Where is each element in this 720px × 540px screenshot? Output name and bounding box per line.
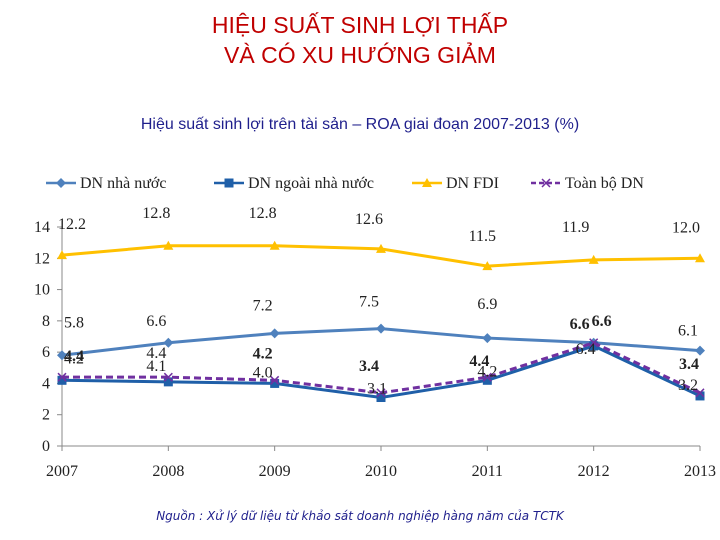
data-point-s2-0 (57, 250, 67, 260)
data-point-s2-4 (482, 261, 493, 271)
y-tick-label: 10 (34, 282, 50, 299)
data-label-s3-5: 6.6 (570, 316, 590, 333)
data-point-s1-4 (482, 375, 492, 385)
marker-stroke (270, 375, 280, 385)
legend-marker-2 (422, 178, 432, 187)
marker-stroke (163, 372, 173, 382)
legend-label-2: DN FDI (446, 175, 499, 192)
legend-marker-1 (224, 178, 234, 188)
page-title: HIỆU SUẤT SINH LỢI THẤP VÀ CÓ XU HƯỚNG G… (0, 10, 720, 70)
data-label-s0-4: 6.9 (477, 296, 497, 313)
source-note: Nguồn : Xử lý dữ liệu từ khảo sát doanh … (156, 509, 564, 523)
data-point-s1-1 (163, 377, 173, 387)
y-tick-label: 8 (42, 313, 50, 330)
marker-stroke (589, 338, 599, 348)
data-label-s2-6: 12.0 (672, 219, 700, 236)
data-label-s0-5: 6.6 (592, 313, 612, 330)
data-label-s1-2: 4.0 (253, 364, 273, 381)
data-label-s2-5: 11.9 (562, 219, 589, 236)
data-label-s2-3: 12.6 (355, 211, 383, 228)
data-point-s1-6 (695, 391, 705, 401)
data-label-s1-6: 3.2 (678, 377, 698, 394)
data-label-s3-0: 4.4 (64, 348, 84, 365)
marker-stroke (695, 388, 705, 398)
marker-stroke (376, 388, 386, 398)
data-label-s3-4: 4.4 (469, 353, 489, 370)
x-tick-label: 2007 (46, 463, 78, 480)
legend-marker-0 (56, 178, 66, 188)
data-label-s3-6: 3.4 (679, 356, 699, 373)
data-point-s2-6 (695, 253, 705, 263)
data-label-s2-2: 12.8 (249, 205, 277, 222)
data-label-s0-6: 6.1 (678, 323, 698, 340)
data-label-s2-1: 12.8 (142, 205, 170, 222)
data-point-s2-3 (376, 243, 386, 253)
legend-label-3: Toàn bộ DN (565, 175, 644, 192)
y-tick-label: 6 (42, 344, 50, 361)
data-point-s3-4 (482, 372, 492, 382)
data-label-s1-3: 3.1 (367, 381, 387, 398)
data-point-s1-3 (376, 393, 386, 403)
data-point-s0-2 (269, 328, 280, 339)
data-point-s1-0 (57, 375, 67, 385)
data-label-s3-3: 3.4 (359, 358, 379, 375)
legend-label-1: DN ngoài nhà nước (248, 175, 374, 192)
y-tick-label: 0 (42, 438, 50, 455)
data-point-s3-5 (589, 338, 599, 348)
y-tick-label: 14 (34, 219, 50, 236)
data-point-s3-0 (57, 372, 67, 382)
y-tick-label: 2 (42, 407, 50, 424)
x-tick-label: 2010 (365, 463, 397, 480)
data-point-s2-2 (269, 240, 280, 250)
x-tick-label: 2008 (152, 463, 184, 480)
data-point-s3-2 (270, 375, 280, 385)
data-label-s0-3: 7.5 (359, 294, 379, 311)
data-point-s0-6 (695, 345, 705, 356)
y-tick-label: 4 (42, 375, 50, 392)
data-label-s2-0: 12.2 (58, 216, 86, 233)
title-line-2: VÀ CÓ XU HƯỚNG GIẢM (224, 42, 496, 68)
data-label-s1-1: 4.1 (146, 358, 166, 375)
legend-label-0: DN nhà nước (80, 175, 166, 192)
x-tick-label: 2012 (578, 463, 610, 480)
data-label-s2-4: 11.5 (469, 228, 496, 245)
data-point-s3-1 (163, 372, 173, 382)
data-label-s3-1: 4.4 (146, 345, 166, 362)
data-point-s1-2 (270, 378, 280, 388)
data-point-s3-6 (695, 388, 705, 398)
data-point-s2-1 (163, 240, 174, 250)
data-point-s0-4 (482, 333, 493, 344)
data-point-s1-5 (589, 341, 599, 351)
y-tick-label: 12 (34, 250, 50, 267)
data-label-s1-0: 4.2 (64, 350, 84, 367)
marker-stroke (541, 178, 551, 188)
x-tick-label: 2009 (259, 463, 291, 480)
chart-title: Hiệu suất sinh lợi trên tài sản – ROA gi… (140, 116, 580, 133)
data-label-s1-5: 6.4 (576, 341, 596, 358)
x-tick-label: 2013 (684, 463, 716, 480)
x-tick-label: 2011 (472, 463, 503, 480)
data-point-s0-0 (57, 350, 67, 361)
data-label-s0-2: 7.2 (253, 297, 273, 314)
data-point-s3-3 (376, 388, 386, 398)
data-label-s0-0: 5.8 (64, 314, 84, 331)
title-line-1: HIỆU SUẤT SINH LỢI THẤP (211, 12, 509, 38)
data-point-s2-5 (588, 254, 599, 264)
marker-stroke (482, 372, 492, 382)
legend-marker-3 (541, 178, 551, 188)
data-point-s0-3 (376, 323, 386, 334)
data-label-s0-1: 6.6 (146, 313, 166, 330)
marker-stroke (57, 372, 67, 382)
data-label-s3-2: 4.2 (253, 345, 273, 362)
data-point-s0-1 (163, 337, 174, 348)
data-label-s1-4: 4.2 (477, 363, 497, 380)
